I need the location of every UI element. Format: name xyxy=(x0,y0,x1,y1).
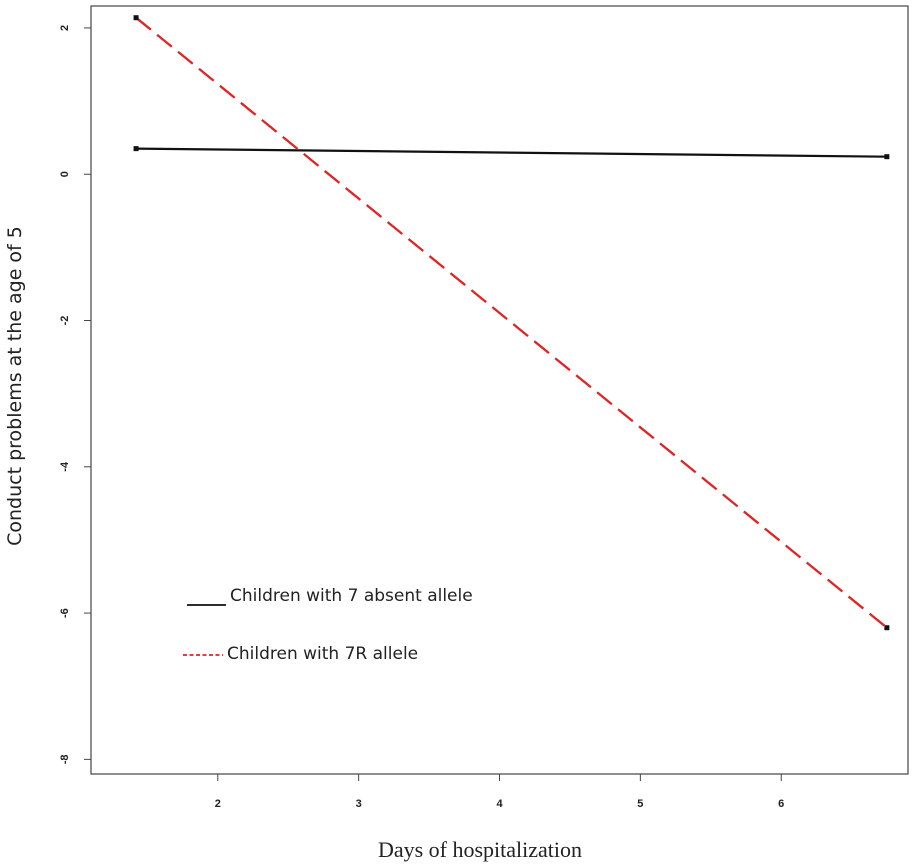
plot-frame xyxy=(90,5,909,775)
y-tick-label: 2 xyxy=(59,25,71,31)
x-tick-label: 6 xyxy=(778,798,784,810)
series-0-point xyxy=(133,146,139,152)
x-tick-label: 3 xyxy=(356,798,362,810)
y-tick-label: -6 xyxy=(59,608,71,618)
y-tick-label: -4 xyxy=(59,461,71,472)
x-axis-label: Days of hospitalization xyxy=(378,837,582,862)
x-axis-ticks: 2 3 4 5 6 xyxy=(215,774,784,810)
series-layer xyxy=(133,15,890,631)
legend-label-7r-allele: Children with 7R allele xyxy=(227,644,418,664)
legend: Children with 7 absent allele Children w… xyxy=(183,586,473,664)
x-tick-label: 5 xyxy=(637,798,643,810)
x-tick-label: 2 xyxy=(215,798,221,810)
y-axis-ticks: 2 0 -2 -4 -6 -8 xyxy=(59,25,91,764)
series-0-point xyxy=(884,154,890,160)
series-1-point xyxy=(133,15,139,21)
y-tick-label: -8 xyxy=(59,754,71,764)
series-1-point xyxy=(884,625,890,631)
y-tick-label: -2 xyxy=(59,316,71,326)
y-axis-label: Conduct problems at the age of 5 xyxy=(4,226,26,546)
series-line-0 xyxy=(136,147,887,158)
legend-label-absent-allele: Children with 7 absent allele xyxy=(230,586,473,606)
y-tick-label: 0 xyxy=(59,171,71,177)
x-tick-label: 4 xyxy=(496,798,503,810)
series-line-1 xyxy=(135,16,888,629)
